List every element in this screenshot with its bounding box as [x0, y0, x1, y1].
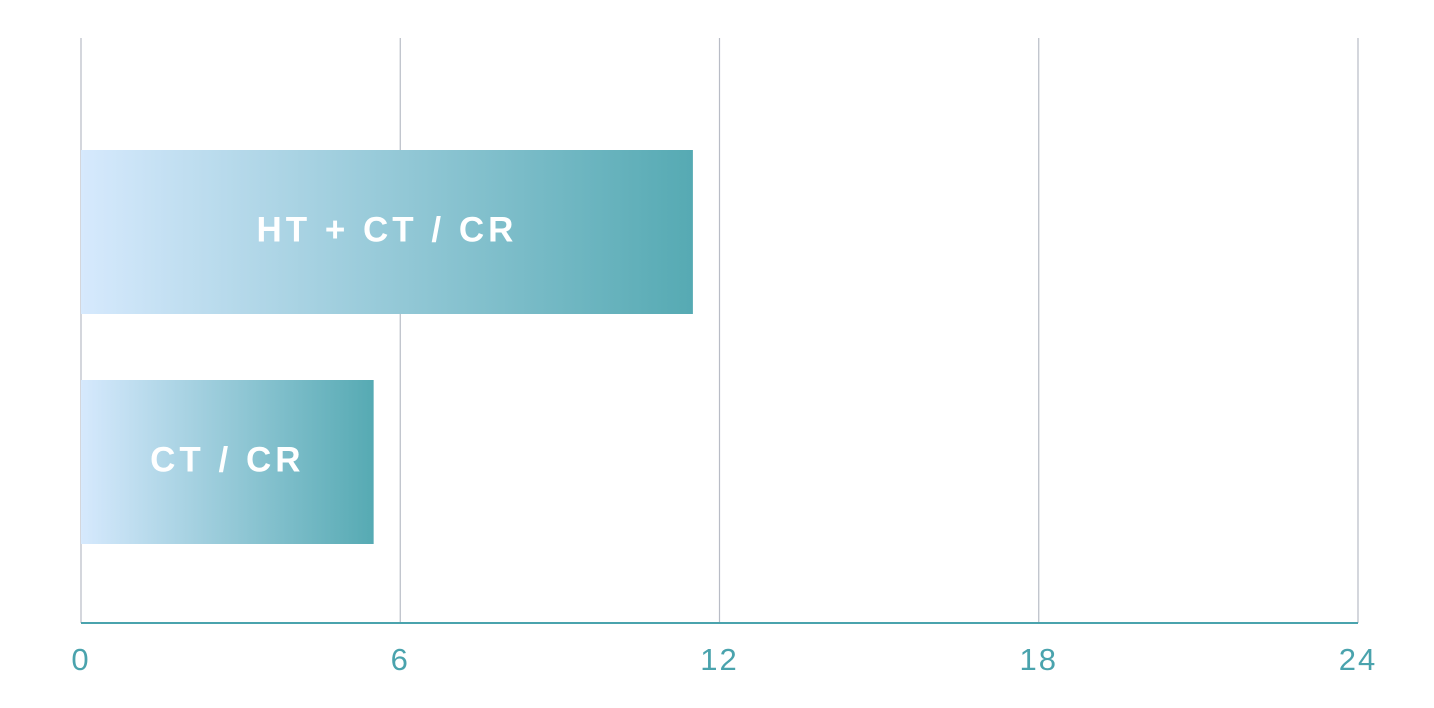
- x-tick-label: 18: [1020, 642, 1058, 677]
- bar-label: HT + CT / CR: [256, 210, 517, 249]
- x-tick-label: 0: [71, 642, 90, 677]
- bar-label: CT / CR: [150, 440, 304, 479]
- x-tick-label: 12: [700, 642, 738, 677]
- bar: [81, 380, 374, 544]
- bar: [81, 150, 693, 314]
- x-tick-label: 6: [391, 642, 410, 677]
- x-tick-label: 24: [1339, 642, 1377, 677]
